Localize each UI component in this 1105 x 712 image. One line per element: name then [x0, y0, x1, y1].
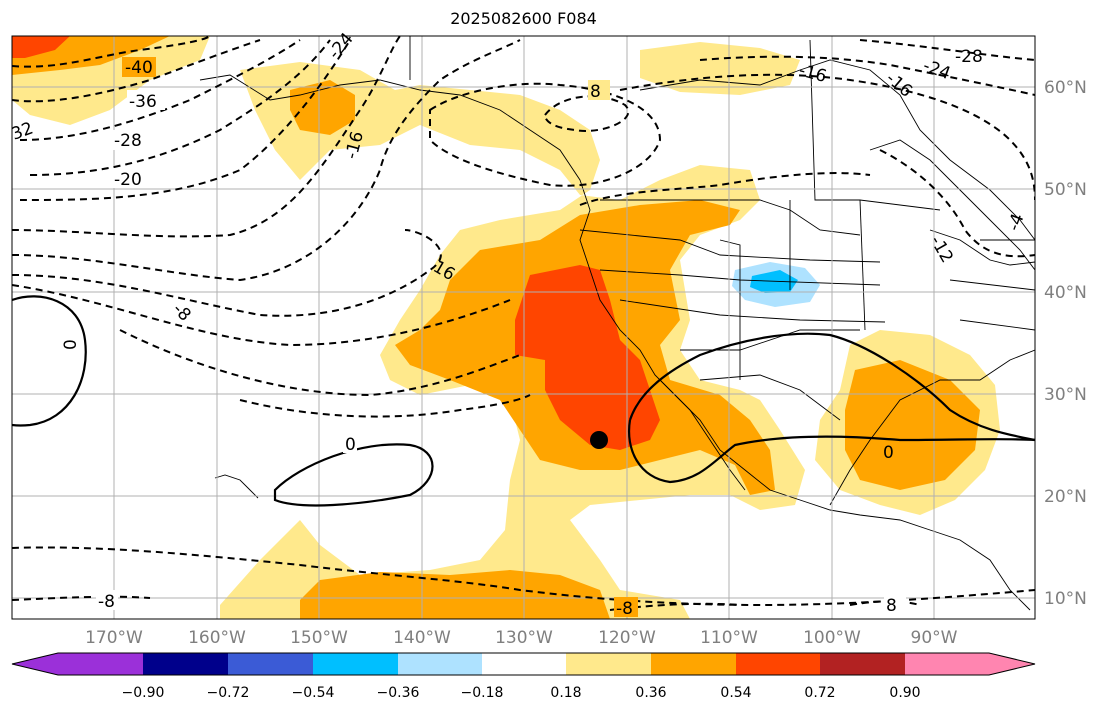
contour-label: 8 — [590, 82, 601, 102]
latitude-labels: 60°N 50°N 40°N 30°N 20°N 10°N — [1044, 78, 1087, 609]
longitude-labels: 170°W 160°W 150°W 140°W 130°W 120°W 110°… — [85, 628, 958, 648]
colorbar-segment — [736, 653, 820, 675]
colorbar: −0.90 −0.72 −0.54 −0.36 −0.18 0.18 0.36 … — [11, 652, 1036, 701]
latitude-label: 40°N — [1044, 283, 1087, 303]
longitude-label: 160°W — [188, 628, 246, 648]
longitude-label: 150°W — [290, 628, 348, 648]
contour-label: 0 — [883, 443, 894, 463]
latitude-label: 10°N — [1044, 589, 1087, 609]
colorbar-segment — [398, 653, 482, 675]
colorbar-tick-label: −0.54 — [292, 685, 335, 701]
colorbar-tick-label: −0.36 — [377, 685, 420, 701]
colorbar-tick-label: 0.90 — [889, 685, 920, 701]
colorbar-tick-label: 0.18 — [550, 685, 581, 701]
latitude-label: 30°N — [1044, 385, 1087, 405]
contour-label: -36 — [129, 92, 157, 112]
contour-label: -8 — [98, 592, 115, 612]
colorbar-segment — [820, 653, 905, 675]
contour-label: 0 — [61, 339, 81, 350]
latitude-label: 60°N — [1044, 78, 1087, 98]
colorbar-segment — [905, 653, 989, 675]
anomaly-shading — [12, 36, 1000, 619]
forecast-point-dot — [590, 431, 608, 449]
colorbar-segment — [228, 653, 313, 675]
graticule — [12, 36, 1035, 619]
contour-label: 8 — [886, 596, 897, 616]
colorbar-segment — [58, 653, 143, 675]
contour-label: -4 — [1004, 211, 1029, 234]
contour-label: -28 — [114, 131, 142, 151]
colorbar-tick-label: −0.90 — [122, 685, 165, 701]
colorbar-tick-label: 0.36 — [635, 685, 666, 701]
latitude-label: 50°N — [1044, 180, 1087, 200]
colorbar-extend-high — [989, 653, 1035, 675]
latitude-label: 20°N — [1044, 487, 1087, 507]
zero-contours — [12, 295, 1035, 507]
contour-label: 0 — [345, 435, 356, 455]
colorbar-tick-label: −0.18 — [461, 685, 504, 701]
map-title: 2025082600 F084 — [450, 9, 597, 28]
colorbar-segment — [482, 653, 566, 675]
map-frame — [11, 35, 1036, 620]
longitude-label: 170°W — [85, 628, 143, 648]
longitude-label: 100°W — [803, 628, 861, 648]
colorbar-extend-low — [12, 653, 58, 675]
colorbar-segment — [566, 653, 651, 675]
colorbar-segment — [651, 653, 736, 675]
contour-label: -28 — [955, 47, 983, 67]
colorbar-segment — [143, 653, 228, 675]
contour-label: -40 — [125, 58, 153, 78]
colorbar-tick-label: 0.54 — [720, 685, 751, 701]
contour-label: -20 — [114, 170, 142, 190]
colorbar-tick-label: 0.72 — [804, 685, 835, 701]
colorbar-tick-label: −0.72 — [207, 685, 250, 701]
coastlines — [199, 36, 1035, 611]
contour-label: -8 — [616, 599, 633, 619]
longitude-label: 110°W — [700, 628, 758, 648]
longitude-label: 140°W — [393, 628, 451, 648]
longitude-label: 120°W — [598, 628, 656, 648]
longitude-label: 130°W — [495, 628, 553, 648]
longitude-label: 90°W — [911, 628, 958, 648]
colorbar-segment — [313, 653, 398, 675]
